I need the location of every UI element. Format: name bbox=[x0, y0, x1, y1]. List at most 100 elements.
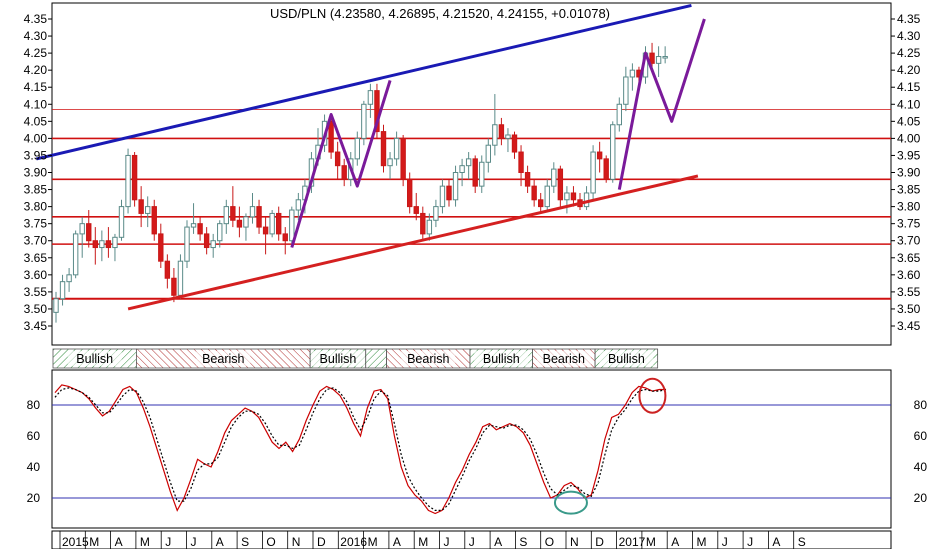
time-label: A bbox=[115, 535, 123, 549]
candle-44 bbox=[341, 158, 347, 187]
osc-tick-label-left: 80 bbox=[27, 398, 41, 412]
time-axis: 2015 M A M J J A S O N D 2016 M A M J J A S O N D 2017 M A M J J A S bbox=[51, 530, 892, 549]
candle-body-up bbox=[99, 240, 105, 249]
candle-93 bbox=[662, 46, 668, 64]
candle-body-up bbox=[125, 154, 131, 208]
time-label: M bbox=[697, 535, 707, 549]
candle-54 bbox=[407, 172, 413, 214]
candle-body-down bbox=[420, 212, 426, 235]
candle-body-down bbox=[230, 206, 236, 221]
price-tick-label-left: 3.95 bbox=[24, 148, 48, 162]
upper-channel-line bbox=[36, 3, 692, 161]
candle-10 bbox=[118, 199, 125, 241]
trend-lines bbox=[36, 3, 706, 311]
candle-34 bbox=[276, 206, 282, 241]
regime-bar: Bullish Bearish Bullish Bearish Bullish Beari… bbox=[52, 348, 659, 369]
candle-body-down bbox=[446, 185, 452, 201]
candle-47 bbox=[361, 100, 367, 146]
price-tick-label-left: 3.75 bbox=[24, 217, 48, 231]
time-label: A bbox=[671, 535, 679, 549]
candle-body-up bbox=[249, 206, 256, 218]
time-label: A bbox=[216, 535, 224, 549]
candle-92 bbox=[655, 46, 662, 77]
candle-body-down bbox=[498, 124, 505, 139]
candle-body-up bbox=[184, 226, 190, 262]
candle-body-down bbox=[197, 223, 203, 235]
price-tick-label-left: 4.15 bbox=[24, 80, 48, 94]
price-tick-label-right: 3.45 bbox=[897, 319, 921, 333]
candle-66 bbox=[485, 138, 492, 173]
oscillator-markers bbox=[553, 377, 667, 515]
time-label: S bbox=[798, 535, 806, 549]
price-axis-left: 4.35 4.30 4.25 4.20 4.15 4.10 4.05 4.00 3.95 3.90… bbox=[24, 12, 52, 333]
price-tick-label-right: 4.05 bbox=[897, 114, 921, 128]
candle-75 bbox=[544, 179, 550, 211]
candle-42 bbox=[328, 114, 334, 159]
candle-22 bbox=[197, 216, 203, 241]
candle-4 bbox=[79, 216, 85, 258]
candle-68 bbox=[498, 117, 505, 146]
osc-tick-label-right: 80 bbox=[914, 398, 928, 412]
price-tick-label-right: 4.20 bbox=[897, 63, 921, 77]
candle-body-up bbox=[295, 199, 302, 211]
candle-53 bbox=[400, 134, 406, 187]
candle-body-up bbox=[59, 281, 66, 300]
candle-body-down bbox=[341, 165, 347, 180]
price-tick-label-left: 3.55 bbox=[24, 285, 48, 299]
osc-tick-label-left: 60 bbox=[27, 429, 41, 443]
regime-label: Bearish bbox=[202, 352, 244, 366]
candle-87 bbox=[623, 66, 629, 112]
lower-channel-line bbox=[127, 174, 699, 311]
time-label: N bbox=[570, 535, 579, 549]
candle-body-down bbox=[538, 199, 544, 208]
time-label: M bbox=[89, 535, 99, 549]
candle-body-up bbox=[433, 206, 439, 221]
candle-86 bbox=[616, 97, 622, 132]
price-tick-label-left: 3.80 bbox=[24, 200, 48, 214]
candle-body-down bbox=[236, 219, 243, 228]
time-label: A bbox=[494, 535, 502, 549]
candle-body-up bbox=[289, 209, 295, 242]
price-tick-label-right: 4.15 bbox=[897, 80, 921, 94]
candle-body-up bbox=[492, 124, 498, 146]
regime-label-bg bbox=[474, 351, 529, 366]
candle-69 bbox=[505, 128, 511, 153]
osc-tick-label-left: 20 bbox=[27, 491, 41, 505]
time-label: O bbox=[545, 535, 554, 549]
price-tick-label-left: 4.35 bbox=[24, 12, 48, 26]
price-tick-label-left: 3.50 bbox=[24, 302, 48, 316]
candle-body-down bbox=[531, 185, 537, 201]
candle-55 bbox=[413, 192, 419, 221]
oscillator-line-dashed bbox=[54, 387, 667, 511]
regime-label-bg bbox=[67, 351, 122, 366]
candle-76 bbox=[551, 162, 557, 193]
candle-body-up bbox=[361, 103, 367, 139]
candle-body-down bbox=[86, 223, 92, 242]
regime-label-bg bbox=[536, 351, 591, 366]
oscillator-axis: 80 80 60 60 40 40 20 20 bbox=[27, 398, 928, 505]
candle-body-up bbox=[629, 69, 636, 78]
candle-body-down bbox=[262, 226, 269, 235]
candle-body-down bbox=[158, 233, 164, 262]
price-tick-label-right: 4.00 bbox=[897, 131, 921, 145]
price-tick-label-right: 3.90 bbox=[897, 166, 921, 180]
candle-body-down bbox=[596, 151, 603, 160]
regime-label-bg bbox=[310, 351, 365, 366]
regime-label: Bearish bbox=[407, 352, 449, 366]
candle-59 bbox=[439, 179, 446, 214]
candle-body-up bbox=[79, 223, 85, 235]
candle-16 bbox=[158, 223, 164, 269]
candle-77 bbox=[557, 165, 564, 207]
candle-body-up bbox=[590, 151, 596, 194]
candle-25 bbox=[217, 220, 223, 248]
candlestick-series bbox=[53, 42, 668, 323]
candle-body-up bbox=[655, 56, 662, 64]
time-label: J bbox=[444, 535, 450, 549]
price-tick-label-right: 3.70 bbox=[897, 234, 921, 248]
candle-67 bbox=[492, 94, 498, 156]
price-panel bbox=[51, 2, 892, 346]
candle-body-up bbox=[145, 206, 151, 214]
candle-body-down bbox=[138, 199, 144, 214]
candle-body-down bbox=[649, 52, 655, 64]
price-tick-label-right: 3.55 bbox=[897, 285, 921, 299]
